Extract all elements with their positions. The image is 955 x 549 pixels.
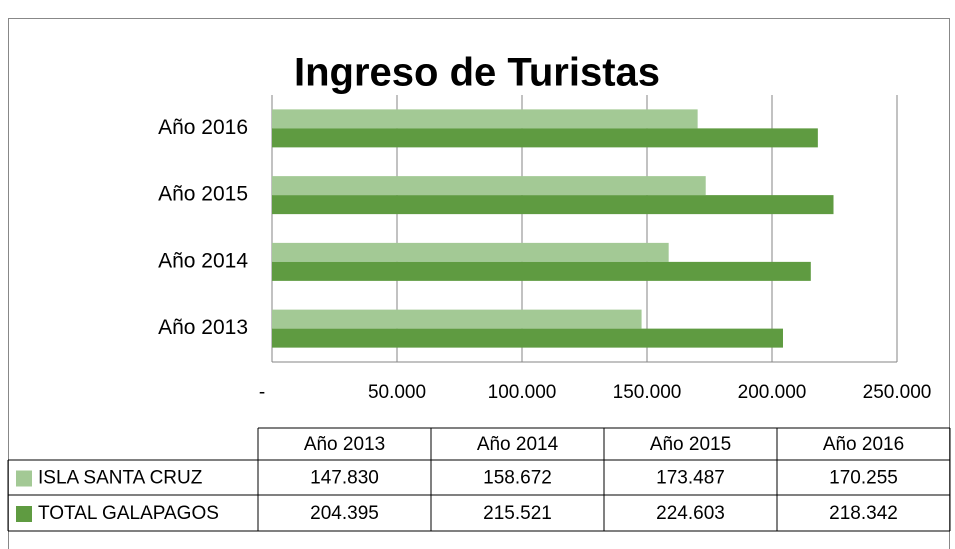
table-value: 204.395 — [310, 503, 379, 524]
bar — [272, 109, 698, 129]
y-tick-label: Año 2015 — [158, 183, 248, 206]
table-value: 224.603 — [656, 503, 725, 524]
table-value: 218.342 — [829, 503, 898, 524]
bar — [272, 261, 811, 281]
bar — [272, 195, 834, 215]
legend-label: ISLA SANTA CRUZ — [38, 468, 203, 489]
x-tick-label: 150.000 — [613, 382, 682, 403]
x-tick-label: 200.000 — [738, 382, 807, 403]
x-tick-label: 250.000 — [863, 382, 932, 403]
bar — [272, 242, 669, 262]
table-header: Año 2016 — [823, 434, 904, 455]
legend-label: TOTAL GALAPAGOS — [38, 503, 219, 524]
bar — [272, 309, 642, 329]
table-header: Año 2015 — [650, 434, 731, 455]
bar — [272, 176, 706, 196]
x-tick-label: 50.000 — [368, 382, 426, 403]
table-value: 147.830 — [310, 468, 379, 489]
bar — [272, 128, 818, 148]
table-header: Año 2013 — [304, 434, 385, 455]
table-value: 158.672 — [483, 468, 552, 489]
chart-title: Ingreso de Turistas — [294, 51, 660, 95]
y-tick-label: Año 2013 — [158, 316, 248, 339]
x-tick-label: - — [259, 382, 265, 403]
legend-key — [16, 470, 32, 487]
table-value: 173.487 — [656, 468, 725, 489]
y-tick-label: Año 2014 — [158, 249, 248, 272]
y-tick-label: Año 2016 — [158, 116, 248, 139]
table-value: 170.255 — [829, 468, 898, 489]
x-tick-label: 100.000 — [488, 382, 557, 403]
bar — [272, 328, 783, 348]
table-value: 215.521 — [483, 503, 552, 524]
chart-frame — [8, 18, 950, 549]
legend-key — [16, 506, 32, 522]
table-header: Año 2014 — [477, 434, 559, 455]
